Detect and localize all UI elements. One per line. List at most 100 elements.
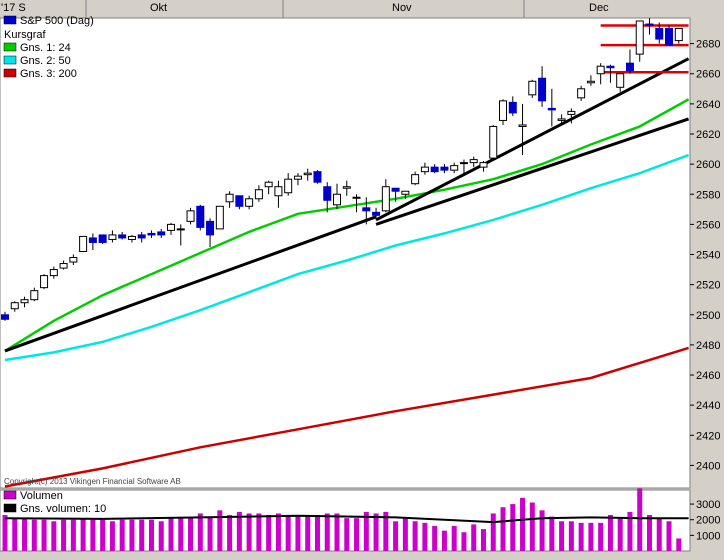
- candle-up: [616, 73, 625, 88]
- y-tick-label: 2640: [696, 99, 720, 111]
- volume-bar: [383, 511, 389, 551]
- volume-bar: [61, 519, 67, 551]
- legend-label: Gns. 1: 24: [20, 42, 71, 54]
- y-tick-label: 2600: [696, 159, 720, 171]
- candle-down: [606, 65, 615, 69]
- volume-bar: [178, 518, 184, 551]
- candle-down: [206, 220, 215, 236]
- legend-label: Gns. 2: 50: [20, 55, 71, 67]
- volume-bar: [471, 524, 477, 551]
- volume-bar: [432, 525, 438, 551]
- volume-bar: [324, 513, 330, 551]
- volume-bar: [461, 532, 467, 551]
- volume-bar: [402, 518, 408, 551]
- candle-down: [625, 62, 634, 72]
- candle-down: [538, 77, 547, 102]
- candle-up: [577, 88, 586, 99]
- volume-bar: [236, 511, 242, 551]
- volume-bar: [588, 522, 594, 551]
- volume-bar: [422, 522, 428, 551]
- y-tick-label: 2420: [696, 430, 720, 442]
- candle-up: [245, 198, 254, 207]
- candle-up: [79, 235, 88, 252]
- volume-bar: [568, 521, 574, 551]
- volume-bar: [275, 513, 281, 551]
- y-tick-label: 2440: [696, 400, 720, 412]
- y-tick-label: 2540: [696, 250, 720, 262]
- legend-label: Kursgraf: [4, 29, 47, 41]
- volume-bar: [207, 516, 213, 551]
- volume-average-line: [4, 514, 689, 524]
- volume-bar: [441, 530, 447, 551]
- candle-down: [665, 28, 674, 46]
- candle-down: [98, 234, 107, 243]
- candle-down: [391, 187, 400, 192]
- candle-up: [264, 181, 273, 188]
- volume-bar: [139, 519, 145, 551]
- volume-bar: [676, 538, 682, 551]
- moving-average-24-line: [4, 98, 690, 352]
- candle-down: [1, 314, 9, 320]
- candle-up: [225, 193, 234, 203]
- volume-bar: [295, 516, 301, 551]
- volume-bar: [637, 488, 643, 551]
- candle-up: [381, 186, 390, 212]
- volume-bar: [314, 515, 320, 551]
- candle-down: [372, 211, 381, 216]
- candle-up: [186, 210, 195, 222]
- volume-bar: [305, 515, 311, 551]
- legend-label: S&P 500 (Dag): [20, 15, 94, 27]
- candle-up: [459, 162, 468, 165]
- candle-up: [499, 100, 508, 121]
- candle-up: [69, 257, 78, 263]
- candle-up: [352, 196, 361, 199]
- candle-up: [635, 20, 644, 55]
- trendline: [375, 57, 690, 222]
- candle-down: [645, 23, 654, 27]
- volume-bar: [51, 521, 57, 551]
- volume-bar: [80, 518, 86, 551]
- volume-bar: [393, 521, 399, 551]
- volume-bar: [627, 511, 633, 551]
- period-label: '17 S: [1, 2, 26, 14]
- candle-up: [303, 172, 312, 176]
- copyright-text: Copyright(c) 2013 Vikingen Financial Sof…: [4, 477, 181, 486]
- volume-bar: [12, 518, 18, 551]
- candle-down: [118, 234, 127, 239]
- volume-bar: [500, 507, 506, 551]
- candle-down: [430, 166, 439, 173]
- candle-up: [411, 174, 420, 185]
- candle-up: [586, 80, 595, 84]
- volume-bar: [197, 513, 203, 551]
- candle-up: [176, 228, 185, 231]
- y-tick-label: 2520: [696, 280, 720, 292]
- candle-up: [674, 28, 683, 42]
- candle-up: [293, 175, 302, 180]
- period-label: Dec: [589, 2, 609, 14]
- legend-swatch: [3, 42, 17, 52]
- trendline: [4, 215, 377, 353]
- volume-bar: [31, 519, 37, 551]
- period-label: Okt: [150, 2, 167, 14]
- candle-up: [167, 223, 176, 231]
- volume-bar: [646, 515, 652, 551]
- candle-up: [284, 178, 293, 194]
- candle-up: [596, 65, 605, 75]
- volume-bar: [354, 518, 360, 551]
- volume-bar: [22, 518, 28, 551]
- y-tick-label: 2680: [696, 39, 720, 51]
- candle-up: [20, 299, 29, 304]
- candle-up: [215, 205, 224, 230]
- candle-down: [508, 101, 517, 114]
- volume-bar: [363, 511, 369, 551]
- y-tick-label: 2660: [696, 69, 720, 81]
- y-tick-label: 2480: [696, 340, 720, 352]
- volume-bar: [578, 522, 584, 551]
- candle-down: [362, 207, 371, 212]
- volume-bar: [607, 515, 613, 551]
- candle-up: [450, 165, 459, 171]
- volume-bar: [559, 521, 565, 551]
- candle-up: [567, 110, 576, 115]
- volume-tick-label: 1000: [696, 530, 720, 542]
